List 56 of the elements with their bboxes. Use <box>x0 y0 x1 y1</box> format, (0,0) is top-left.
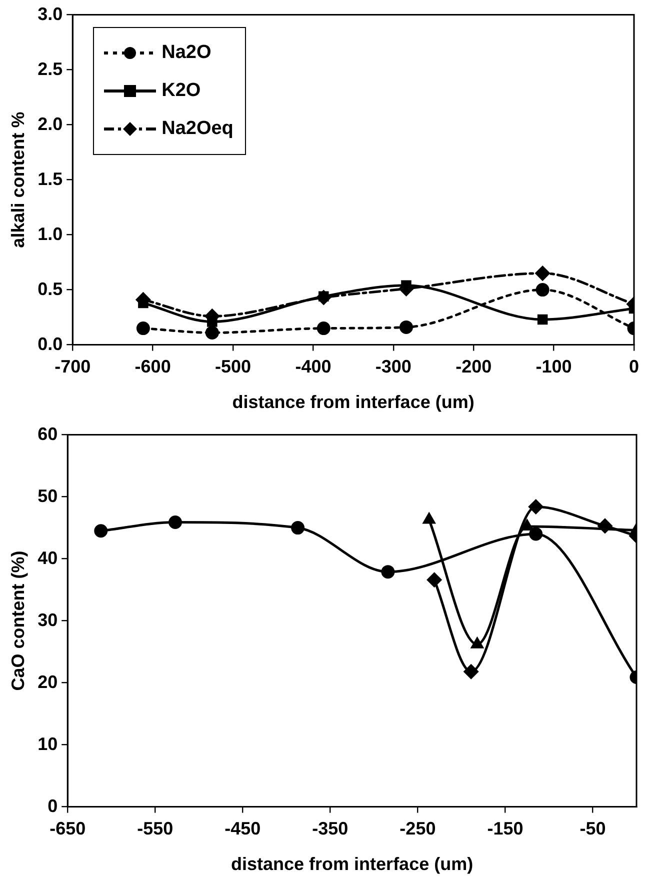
point <box>535 266 550 281</box>
x-axis-title: distance from interface (um) <box>231 854 474 874</box>
y-tick-label: 0.5 <box>38 278 63 299</box>
x-tick-label: -50 <box>580 818 606 839</box>
y-tick-label: 1.5 <box>38 168 63 189</box>
y-tick-label: 20 <box>38 672 58 692</box>
point <box>136 322 150 336</box>
y-tick-label: 3.0 <box>38 4 63 24</box>
x-axis-title: distance from interface (um) <box>232 392 474 412</box>
point <box>529 527 543 541</box>
x-tick-label: -550 <box>137 818 174 839</box>
y-tick-label: 10 <box>38 734 58 754</box>
y-tick-label: 0.0 <box>38 334 63 354</box>
point <box>291 521 305 535</box>
y-tick-label: 40 <box>38 548 58 568</box>
point <box>316 322 330 336</box>
point <box>381 565 395 579</box>
y-tick-label: 2.0 <box>38 114 63 134</box>
x-tick-label: -200 <box>456 356 492 377</box>
point <box>464 664 478 679</box>
point <box>521 520 534 531</box>
legend-label: K2O <box>162 80 201 102</box>
point <box>528 499 544 514</box>
legend-label: Na2Oeq <box>162 118 234 140</box>
y-axis-title: CaO content (%) <box>8 550 28 691</box>
x-tick-label: -250 <box>400 818 436 839</box>
y-tick-label: 1.0 <box>38 224 63 244</box>
legend-label: Na2O <box>162 42 212 64</box>
point <box>537 314 548 325</box>
point <box>423 512 436 524</box>
x-tick-label: -150 <box>487 818 524 839</box>
x-tick-label: -450 <box>224 818 261 839</box>
x-tick-label: -700 <box>54 356 91 377</box>
point <box>399 320 413 334</box>
point <box>598 518 612 534</box>
x-tick-label: -100 <box>536 356 572 377</box>
y-tick-label: 2.5 <box>38 58 63 79</box>
point <box>471 638 484 648</box>
x-tick-label: -350 <box>312 818 348 839</box>
point <box>427 572 442 588</box>
x-tick-label: -650 <box>50 818 86 839</box>
point <box>94 524 108 538</box>
y-tick-label: 60 <box>38 424 58 444</box>
x-tick-label: -600 <box>134 356 171 377</box>
point <box>168 515 182 529</box>
y-tick-label: 30 <box>38 610 58 630</box>
x-tick-label: 0 <box>628 356 639 377</box>
x-tick-label: -500 <box>215 356 252 377</box>
x-tick-label: -300 <box>375 356 412 377</box>
point <box>536 283 550 297</box>
y-axis-title: alkali content % <box>8 112 28 248</box>
point <box>205 326 219 340</box>
y-tick-label: 50 <box>38 486 58 506</box>
point <box>316 290 331 305</box>
y-tick-label: 0 <box>48 796 58 816</box>
x-tick-label: -400 <box>295 356 332 377</box>
